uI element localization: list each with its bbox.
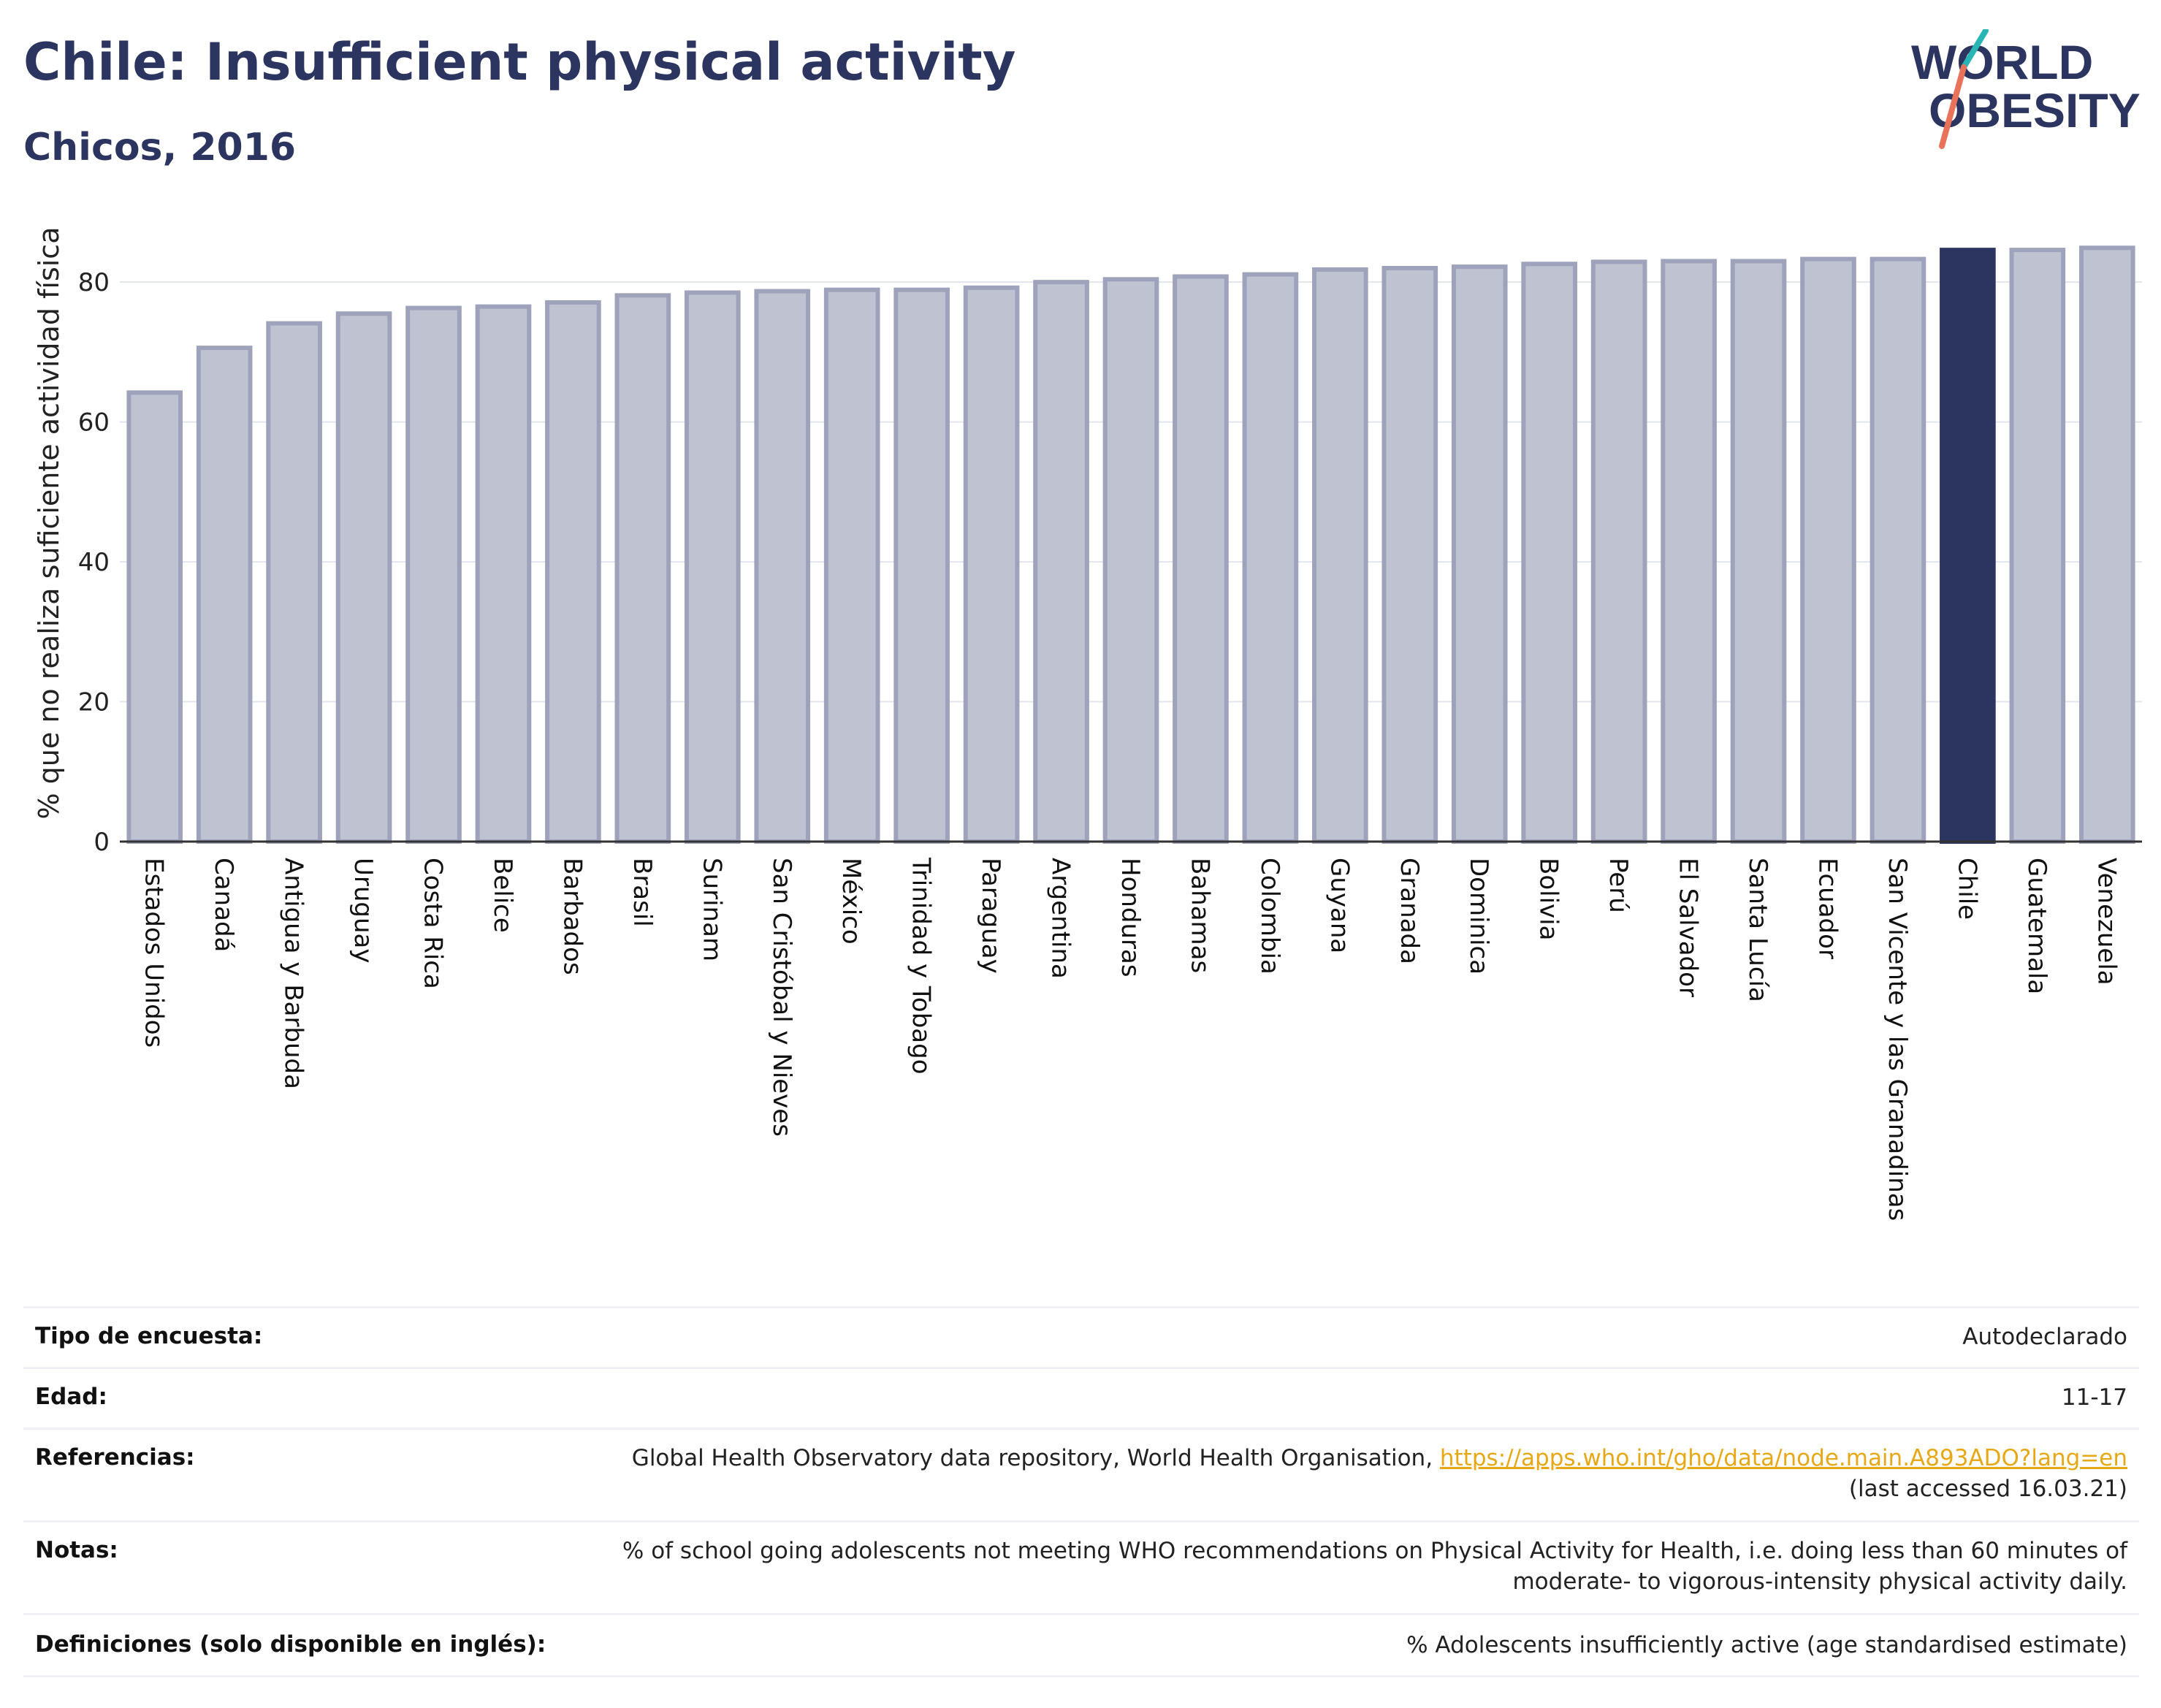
info-row-references: Referencias: Global Health Observatory d…: [23, 1427, 2139, 1520]
x-tick-label: Chile: [1952, 858, 1981, 920]
y-tick-label: 80: [78, 268, 110, 297]
x-tick-label: Surinam: [697, 858, 726, 961]
y-tick-label: 60: [78, 408, 110, 438]
x-tick-label: Honduras: [1116, 858, 1145, 977]
x-tick-label: Argentina: [1046, 858, 1075, 979]
bar: [1521, 262, 1578, 845]
bar: [1730, 259, 1787, 844]
bar: [1381, 266, 1438, 844]
y-tick-label: 20: [78, 688, 110, 717]
y-axis-label: % que no realiza suficiente actividad fí…: [33, 227, 65, 820]
bar: [335, 311, 392, 844]
y-tick-label: 40: [78, 548, 110, 577]
reference-access-date: (last accessed 16.03.21): [1848, 1476, 2127, 1502]
x-tick-label: Granada: [1395, 858, 1424, 964]
world-obesity-logo: WORLD OBESITY: [1911, 29, 2141, 149]
x-tick-label: Guyana: [1325, 858, 1354, 953]
bar: [1870, 256, 1926, 844]
bar: [893, 287, 950, 845]
info-value: % of school going adolescents not meetin…: [622, 1536, 2127, 1597]
bar: [126, 390, 183, 844]
bar: [1173, 274, 1229, 844]
info-label: Referencias:: [35, 1444, 195, 1471]
bar: [1033, 280, 1089, 845]
bar: [1451, 264, 1508, 844]
x-tick-label: Canadá: [209, 858, 238, 952]
x-tick-label: México: [836, 858, 866, 945]
info-value: Global Health Observatory data repositor…: [632, 1443, 2127, 1504]
bar: [545, 300, 601, 844]
x-tick-label: Guatemala: [2022, 858, 2051, 994]
reference-text: Global Health Observatory data repositor…: [631, 1445, 1440, 1471]
info-value: % Adolescents insufficiently active (age…: [1406, 1632, 2127, 1658]
bar: [475, 304, 532, 845]
x-tick-label: Ecuador: [1813, 858, 1842, 959]
x-tick-label: Venezuela: [2092, 858, 2121, 985]
bar: [405, 305, 462, 844]
x-tick-label: Barbados: [557, 858, 587, 975]
logo-word-2: OBESITY: [1929, 83, 2141, 137]
y-tick-label: 0: [94, 828, 110, 857]
bar: [1312, 267, 1368, 844]
bar: [823, 287, 880, 845]
x-tick-label: Costa Rica: [419, 858, 448, 989]
bar: [1242, 272, 1299, 844]
info-table: Tipo de encuesta: Autodeclarado Edad: 11…: [23, 1306, 2139, 1677]
bar: [196, 346, 253, 845]
x-tick-label: Colombia: [1255, 858, 1284, 975]
bar: [754, 289, 811, 844]
x-tick-label: Bolivia: [1534, 858, 1563, 940]
bar: [266, 321, 322, 845]
notes-text-line-1: % of school going adolescents not meetin…: [622, 1538, 2127, 1564]
x-tick-label: Perú: [1604, 858, 1633, 913]
info-value: Autodeclarado: [1962, 1324, 2127, 1350]
bar: [2078, 245, 2135, 844]
x-tick-label: Bahamas: [1185, 858, 1214, 973]
bar: [2009, 248, 2066, 844]
logo-word-1: WORLD: [1911, 35, 2093, 89]
bar-chart: 0 20 40 60 80 % que no realiza suficiente act…: [33, 227, 2142, 1221]
x-tick-label: Estados Unidos: [140, 858, 169, 1048]
reference-link[interactable]: https://apps.who.int/gho/data/node.main.…: [1439, 1445, 2127, 1471]
x-tick-label: San Vicente y las Granadinas: [1883, 858, 1912, 1221]
x-tick-label: Brasil: [628, 858, 657, 927]
info-label: Notas:: [35, 1537, 118, 1563]
info-row-definitions: Definiciones (solo disponible en inglés)…: [23, 1613, 2139, 1677]
bar: [1102, 277, 1159, 845]
x-tick-label: Antigua y Barbuda: [279, 858, 308, 1089]
x-tick-label: El Salvador: [1674, 858, 1703, 997]
x-tick-label: Trinidad y Tobago: [907, 857, 936, 1075]
x-tick-label: Santa Lucía: [1743, 858, 1772, 1002]
info-label: Edad:: [35, 1384, 107, 1410]
info-value: 11-17: [2061, 1384, 2127, 1411]
bar: [614, 293, 671, 844]
info-label: Definiciones (solo disponible en inglés)…: [35, 1631, 546, 1658]
page-subtitle: Chicos, 2016: [23, 126, 297, 169]
page-title: Chile: Insufficient physical activity: [23, 32, 1016, 92]
info-row-survey-type: Tipo de encuesta: Autodeclarado: [23, 1306, 2139, 1367]
bar: [1661, 259, 1717, 844]
x-tick-label: Dominica: [1464, 858, 1493, 975]
notes-text-line-2: moderate- to vigorous-intensity physical…: [1512, 1568, 2127, 1595]
bar: [1800, 256, 1856, 844]
x-tick-label: Belice: [488, 858, 517, 933]
bar: [1940, 248, 1996, 844]
x-tick-label: Paraguay: [976, 858, 1005, 974]
info-label: Tipo de encuesta:: [35, 1323, 263, 1349]
bar: [963, 285, 1020, 844]
info-row-notes: Notas: % of school going adolescents not…: [23, 1520, 2139, 1613]
bar: [684, 290, 741, 844]
info-row-age: Edad: 11-17: [23, 1367, 2139, 1427]
bar: [1590, 259, 1647, 844]
x-tick-label: Uruguay: [348, 858, 378, 964]
x-tick-label: San Cristóbal y Nieves: [767, 858, 796, 1137]
